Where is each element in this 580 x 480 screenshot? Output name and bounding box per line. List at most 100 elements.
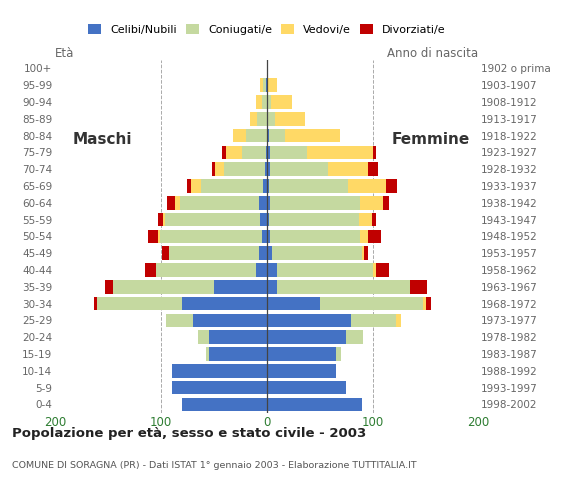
Bar: [426, 297, 431, 311]
Bar: [193, 313, 267, 327]
Bar: [270, 162, 328, 176]
Bar: [260, 213, 267, 227]
Bar: [191, 179, 201, 193]
Bar: [259, 246, 267, 260]
Bar: [145, 263, 155, 277]
Legend: Celibi/Nubili, Coniugati/e, Vedovi/e, Divorziati/e: Celibi/Nubili, Coniugati/e, Vedovi/e, Di…: [84, 20, 450, 39]
Bar: [267, 263, 277, 277]
Bar: [267, 196, 270, 210]
Text: Età: Età: [55, 47, 74, 60]
Bar: [351, 313, 396, 327]
Bar: [267, 213, 269, 227]
Bar: [359, 213, 372, 227]
Bar: [214, 280, 267, 294]
Bar: [409, 280, 427, 294]
Bar: [267, 229, 270, 243]
Bar: [258, 112, 267, 126]
Bar: [198, 330, 209, 344]
Bar: [368, 162, 378, 176]
Bar: [396, 313, 401, 327]
Bar: [336, 347, 341, 361]
Bar: [267, 330, 346, 344]
Bar: [269, 179, 349, 193]
Bar: [372, 263, 376, 277]
Bar: [267, 179, 269, 193]
Bar: [264, 162, 267, 176]
Bar: [212, 162, 215, 176]
Bar: [95, 297, 97, 311]
Bar: [267, 364, 336, 378]
Bar: [160, 229, 262, 243]
Bar: [320, 297, 423, 311]
Bar: [269, 213, 359, 227]
Bar: [349, 179, 386, 193]
Bar: [277, 280, 409, 294]
Bar: [226, 145, 242, 159]
Bar: [182, 297, 267, 311]
Bar: [276, 112, 305, 126]
Bar: [163, 213, 165, 227]
Bar: [346, 330, 363, 344]
Bar: [246, 129, 267, 143]
Bar: [267, 397, 362, 411]
Bar: [376, 263, 389, 277]
Bar: [423, 297, 426, 311]
Bar: [180, 196, 259, 210]
Bar: [263, 78, 266, 92]
Bar: [259, 196, 267, 210]
Text: Maschi: Maschi: [73, 132, 132, 147]
Bar: [209, 330, 267, 344]
Bar: [383, 196, 389, 210]
Bar: [269, 129, 285, 143]
Bar: [187, 179, 191, 193]
Bar: [266, 145, 267, 159]
Bar: [372, 213, 376, 227]
Bar: [167, 196, 175, 210]
Bar: [266, 78, 267, 92]
Text: COMUNE DI SORAGNA (PR) - Dati ISTAT 1° gennaio 2003 - Elaborazione TUTTITALIA.IT: COMUNE DI SORAGNA (PR) - Dati ISTAT 1° g…: [12, 461, 416, 470]
Bar: [277, 263, 372, 277]
Bar: [267, 95, 271, 109]
Bar: [148, 229, 158, 243]
Bar: [262, 95, 267, 109]
Bar: [285, 129, 340, 143]
Bar: [270, 196, 360, 210]
Bar: [307, 145, 373, 159]
Bar: [105, 280, 113, 294]
Bar: [270, 145, 307, 159]
Bar: [169, 246, 259, 260]
Bar: [155, 263, 256, 277]
Bar: [267, 313, 351, 327]
Bar: [267, 246, 272, 260]
Bar: [267, 381, 346, 395]
Text: Femmine: Femmine: [392, 132, 470, 147]
Bar: [270, 229, 360, 243]
Bar: [158, 229, 160, 243]
Bar: [267, 78, 277, 92]
Bar: [250, 112, 258, 126]
Bar: [267, 347, 336, 361]
Bar: [242, 145, 266, 159]
Bar: [267, 129, 269, 143]
Bar: [172, 381, 267, 395]
Bar: [272, 246, 362, 260]
Bar: [267, 145, 270, 159]
Bar: [215, 162, 224, 176]
Bar: [271, 95, 292, 109]
Bar: [267, 162, 270, 176]
Bar: [172, 364, 267, 378]
Bar: [166, 313, 193, 327]
Bar: [364, 246, 368, 260]
Bar: [262, 229, 267, 243]
Bar: [175, 196, 180, 210]
Bar: [224, 162, 264, 176]
Bar: [260, 78, 263, 92]
Bar: [165, 213, 260, 227]
Text: Anno di nascita: Anno di nascita: [387, 47, 478, 60]
Bar: [372, 145, 376, 159]
Bar: [201, 179, 263, 193]
Bar: [182, 397, 267, 411]
Bar: [97, 297, 182, 311]
Bar: [206, 347, 209, 361]
Bar: [162, 246, 169, 260]
